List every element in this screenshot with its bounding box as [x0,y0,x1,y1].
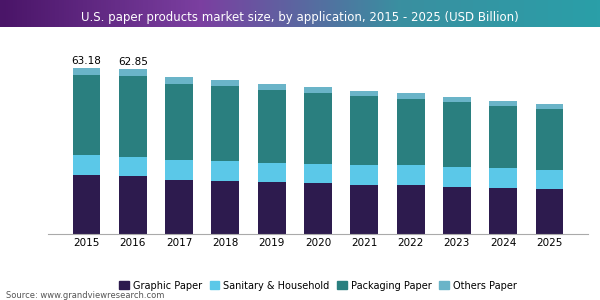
Bar [350,96,378,165]
Bar [350,91,378,97]
Bar [490,188,517,234]
Bar [165,180,193,234]
Bar [490,168,517,188]
Bar [536,189,563,234]
Bar [443,167,471,187]
Bar [350,184,378,234]
Bar [397,166,425,185]
Text: Source: www.grandviewresearch.com: Source: www.grandviewresearch.com [6,292,164,300]
Bar [73,155,100,175]
Bar [490,106,517,168]
Bar [304,87,332,93]
Bar [304,183,332,234]
Text: 62.85: 62.85 [118,57,148,67]
Bar [258,90,286,163]
Bar [536,104,563,109]
Bar [350,165,378,184]
Bar [119,76,146,157]
Bar [211,161,239,181]
Bar [73,75,100,155]
Legend: Graphic Paper, Sanitary & Household, Packaging Paper, Others Paper: Graphic Paper, Sanitary & Household, Pac… [115,277,521,294]
Bar [397,185,425,234]
Bar [304,164,332,183]
Bar [211,80,239,86]
Bar [536,170,563,189]
Bar [211,181,239,234]
Bar [443,187,471,234]
Bar [258,84,286,90]
Bar [211,86,239,161]
Bar [536,109,563,170]
Bar [258,182,286,234]
Bar [258,163,286,182]
Bar [443,97,471,102]
Bar [119,176,146,234]
Bar [490,101,517,106]
Bar [119,157,146,176]
Bar [397,93,425,98]
Text: 63.18: 63.18 [71,56,101,66]
Bar [165,84,193,160]
Bar [165,77,193,84]
Bar [397,98,425,166]
Bar [119,69,146,76]
Bar [73,175,100,234]
Bar [304,93,332,164]
Text: U.S. paper products market size, by application, 2015 - 2025 (USD Billion): U.S. paper products market size, by appl… [81,11,519,24]
Bar [443,102,471,167]
Bar [73,68,100,75]
Bar [165,160,193,180]
